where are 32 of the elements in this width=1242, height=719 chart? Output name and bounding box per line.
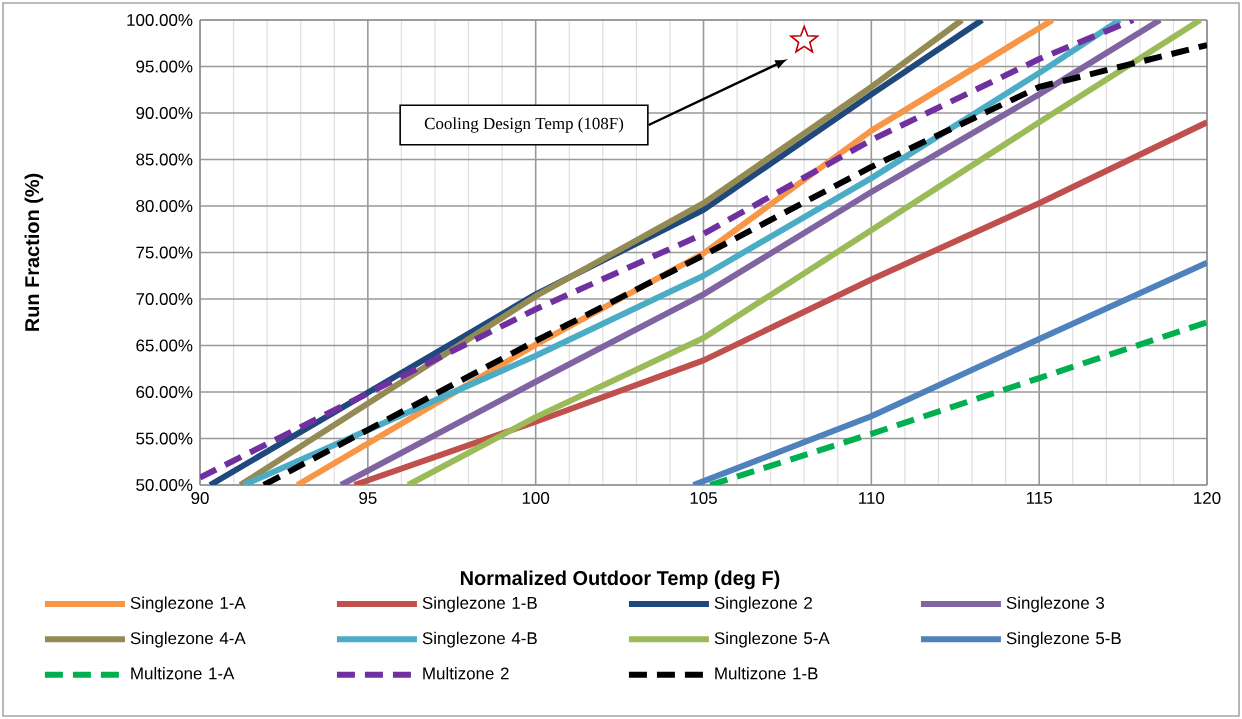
legend-label: Multizone 2 [423, 666, 509, 680]
y-tick-label: 75.00% [136, 246, 193, 259]
x-tick-label: 95 [359, 492, 377, 505]
legend-label: Singlezone 5-A [714, 631, 830, 648]
legend-label: Singlezone 4-B [422, 631, 537, 648]
legend-label: Singlezone 1-B [422, 596, 537, 613]
y-tick-label: 90.00% [136, 107, 193, 119]
x-tick-label: 120 [1194, 492, 1221, 505]
y-tick-label: 85.00% [136, 153, 193, 166]
legend-label: Multizone 1-A [131, 666, 235, 680]
legend-label: Singlezone 3 [1006, 596, 1105, 613]
y-tick-label: 100.00% [127, 14, 193, 26]
y-tick-label: 70.00% [136, 293, 193, 305]
x-axis-title: Normalized Outdoor Temp (deg F) [460, 570, 780, 590]
x-tick-label: 105 [690, 492, 717, 505]
y-axis-title: Run Fraction (%) [24, 173, 44, 331]
x-tick-label: 90 [191, 492, 209, 505]
x-tick-label: 115 [1026, 492, 1052, 504]
x-tick-label: 100 [522, 492, 550, 505]
y-tick-label: 95.00% [136, 60, 193, 73]
legend-label: Singlezone 2 [714, 596, 812, 613]
y-tick-label: 50.00% [136, 479, 193, 491]
y-tick-label: 55.00% [136, 432, 193, 445]
annotation: Cooling Design Temp (108F) [424, 117, 624, 133]
y-tick-label: 65.00% [136, 339, 193, 352]
legend-label: Singlezone 5-B [1006, 631, 1121, 648]
legend-label: Singlezone 1-A [130, 596, 246, 613]
y-tick-label: 80.00% [136, 200, 193, 212]
legend-label: Singlezone 4-A [130, 631, 246, 648]
legend-label: Multizone 1-B [715, 666, 818, 680]
y-tick-label: 60.00% [136, 386, 193, 398]
x-tick-label: 110 [859, 492, 885, 505]
